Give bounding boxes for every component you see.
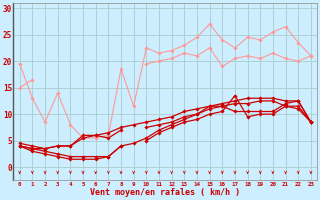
- X-axis label: Vent moyen/en rafales ( km/h ): Vent moyen/en rafales ( km/h ): [90, 188, 240, 197]
